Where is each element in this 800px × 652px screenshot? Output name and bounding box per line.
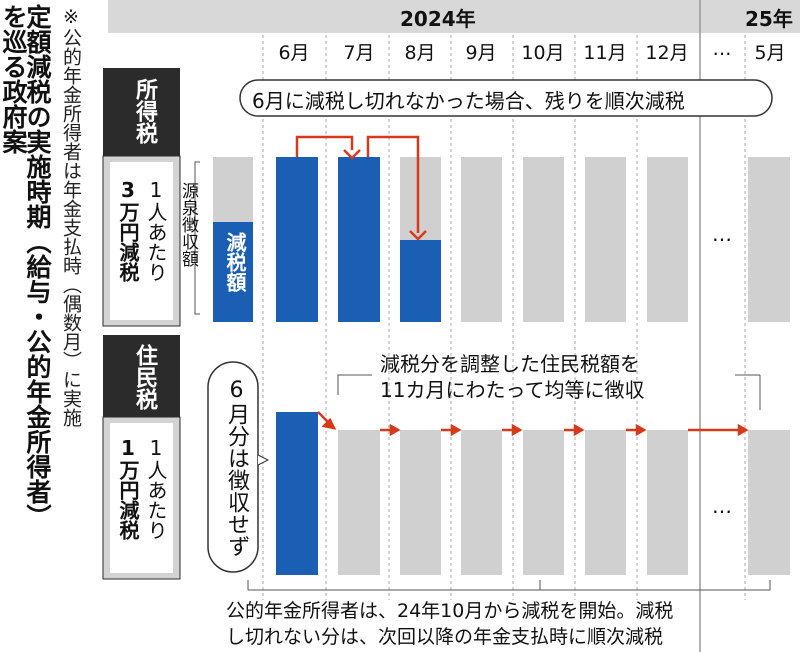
footer-text: 公的年金所得者は、24年10月から減税を開始。減税 — [226, 600, 674, 622]
month-label: … — [712, 38, 732, 60]
footer-text: し切れない分は、次回以降の年金支払時に順次減税 — [226, 626, 664, 648]
collection-arrows — [317, 411, 749, 437]
month-label: 10月 — [521, 42, 565, 64]
month-label: 8月 — [404, 42, 436, 64]
bubble-tail — [257, 454, 270, 466]
title: 定額減税の実施時期（給与・公的年金所得者） — [23, 4, 52, 529]
column-dividers — [262, 35, 746, 600]
ellipsis: … — [712, 222, 732, 246]
section-label: 所得税 — [132, 78, 157, 144]
ellipsis: … — [712, 494, 732, 518]
per-person: 1人あたり — [144, 436, 168, 540]
section-label: 住民税 — [132, 344, 157, 410]
june-note: 6月分は徴収せず — [224, 378, 249, 557]
callout-bubble — [239, 79, 773, 117]
month-label: 11月 — [583, 42, 627, 64]
callout-text: 6月に減税し切れなかった場合、残りを順次減税 — [252, 89, 685, 113]
withholding-bracket — [194, 161, 200, 315]
callout-bracket — [337, 374, 761, 410]
amount: 1万円減税 — [116, 436, 140, 540]
june-note-bubble — [207, 361, 259, 573]
income-tax-label-box — [103, 68, 180, 156]
per-person: 1人あたり — [144, 178, 168, 282]
amount: 3万円減税 — [116, 178, 140, 282]
year-label: 2024年 — [400, 7, 476, 31]
month-label: 5月 — [754, 42, 786, 64]
month-label: 6月 — [278, 42, 310, 64]
year-label: 25年 — [745, 7, 793, 31]
callout-text: 11カ月にわたって均等に徴収 — [380, 378, 645, 402]
callout-text: 減税分を調整した住民税額を — [380, 352, 640, 376]
resident-tax-inner — [110, 423, 173, 573]
withholding-label: 源泉徴収額 — [178, 182, 198, 267]
month-label: 7月 — [343, 42, 375, 64]
income-tax-inner — [110, 162, 173, 320]
year-band — [108, 0, 800, 33]
carryover-arrows — [295, 135, 427, 241]
title: を巡る政府案 — [0, 4, 28, 154]
note: ※公的年金所得者は年金支払時（偶数月）に実施 — [60, 6, 82, 427]
month-label: 9月 — [465, 42, 497, 64]
resident-tax-bars — [276, 412, 790, 575]
resident-tax-label-box — [103, 335, 180, 417]
footer-bracket — [247, 580, 771, 591]
reduction-label: 減税額 — [223, 232, 247, 292]
income-tax-bars — [213, 157, 790, 322]
month-label: 12月 — [645, 42, 689, 64]
